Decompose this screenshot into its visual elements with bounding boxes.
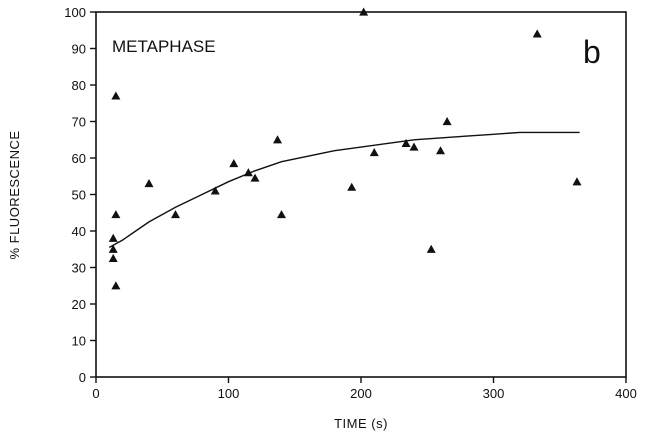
data-point-triangle <box>426 244 436 253</box>
data-point-triangle <box>359 7 369 16</box>
x-tick-label: 100 <box>218 386 240 401</box>
x-axis-title: TIME (s) <box>334 416 388 431</box>
x-axis: 0 100 200 300 400 <box>92 377 637 401</box>
data-point-triangle <box>401 138 411 147</box>
y-tick-label: 40 <box>72 224 86 239</box>
data-point-triangle <box>108 253 118 262</box>
data-point-triangle <box>369 148 379 157</box>
annotation-text: METAPHASE <box>112 37 216 56</box>
data-points <box>108 7 582 290</box>
y-tick-label: 90 <box>72 42 86 57</box>
data-point-triangle <box>277 210 286 219</box>
y-tick-label: 0 <box>79 370 86 385</box>
y-tick-label: 80 <box>72 78 86 93</box>
data-point-triangle <box>273 135 283 144</box>
data-point-triangle <box>229 158 239 168</box>
data-point-triangle <box>243 168 253 177</box>
data-point-triangle <box>111 210 121 219</box>
data-point-triangle <box>111 281 121 290</box>
data-point-triangle <box>572 177 582 186</box>
y-axis-title: % FLUORESCENCE <box>7 130 22 259</box>
x-tick-label: 200 <box>350 386 372 401</box>
data-point-triangle <box>108 244 118 253</box>
x-tick-label: 0 <box>92 386 99 401</box>
y-tick-label: 100 <box>64 5 86 20</box>
y-tick-label: 10 <box>72 334 86 349</box>
y-tick-label: 30 <box>72 261 86 276</box>
plot-frame <box>95 11 627 378</box>
data-point-triangle <box>442 117 452 126</box>
y-tick-label: 50 <box>72 188 86 203</box>
data-point-triangle <box>144 179 154 188</box>
data-point-triangle <box>171 210 180 219</box>
data-point-triangle <box>111 91 121 100</box>
x-tick-label: 300 <box>483 386 505 401</box>
data-point-triangle <box>250 173 260 182</box>
data-point-triangle <box>347 182 357 191</box>
panel-label: b <box>583 34 601 70</box>
y-tick-label: 20 <box>72 297 86 312</box>
y-axis: 0 10 20 30 40 50 60 70 80 90 100 <box>64 5 96 385</box>
y-tick-label: 60 <box>72 151 86 166</box>
data-point-triangle <box>210 186 220 195</box>
data-point-triangle <box>108 233 118 242</box>
data-point-triangle <box>436 146 445 155</box>
data-point-triangle <box>409 142 419 151</box>
fit-curve <box>108 131 580 249</box>
x-tick-label: 400 <box>615 386 637 401</box>
y-tick-label: 70 <box>72 115 86 130</box>
data-point-triangle <box>532 29 542 38</box>
